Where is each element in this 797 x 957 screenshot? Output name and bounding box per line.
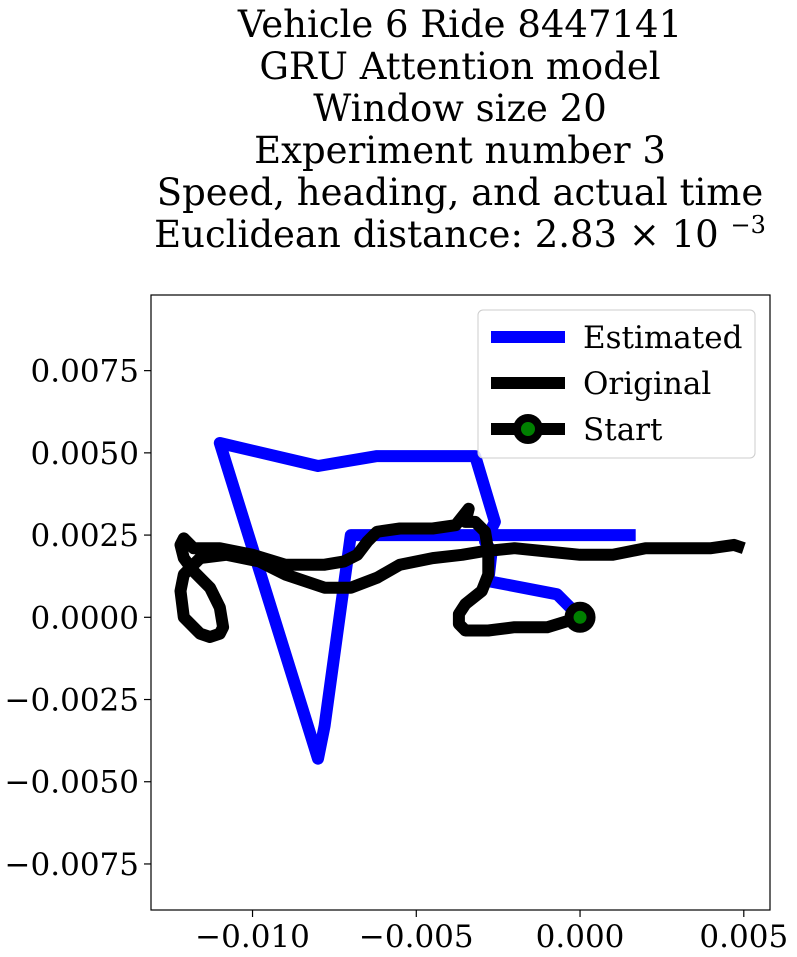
title-distance-mantissa: 2.83 [535,213,617,256]
legend-box [477,309,756,459]
y-tick-label: −0.0050 [5,765,139,801]
legend-original-label: Original [583,366,711,402]
series-line-estimated [213,437,636,765]
legend-estimated-label: Estimated [583,320,742,356]
legend: Estimated Original Start [477,309,756,459]
x-tick-label: −0.005 [359,919,474,955]
title-distance-prefix: Euclidean distance: [154,213,535,256]
title-line-1: Vehicle 6 Ride 8447141 [237,3,682,46]
plot-frame [150,294,771,911]
title-line-3: Window size 20 [313,87,607,130]
x-tick-label: 0.000 [536,919,625,955]
legend-start-label: Start [583,412,663,448]
chart-title: Vehicle 6 Ride 8447141 GRU Attention mod… [154,3,766,256]
series-line-original [174,502,746,643]
legend-start-marker [513,414,543,444]
y-tick-label: 0.0075 [31,354,139,390]
y-tick-label: −0.0025 [5,683,139,719]
x-tick-label: 0.005 [699,919,788,955]
series-layer [174,437,746,765]
y-tick-label: 0.0000 [31,600,139,636]
y-tick-label: −0.0075 [5,847,139,883]
axis-ticks: −0.010 −0.005 0.000 0.005 0.0075 0.0050 0.0025… [5,354,789,955]
y-tick-label: 0.0050 [31,436,139,472]
title-line-2: GRU Attention model [259,45,660,88]
start-marker [564,601,596,633]
y-tick-label: 0.0025 [31,518,139,554]
title-distance-exponent: −3 [730,211,765,239]
title-line-6: Euclidean distance: 2.83 × 10 −3 [154,211,766,256]
title-distance-base: 10 [672,213,719,256]
x-tick-label: −0.010 [195,919,310,955]
title-line-5: Speed, heading, and actual time [157,171,764,214]
title-distance-times: × [629,213,660,256]
title-line-4: Experiment number 3 [254,129,666,172]
